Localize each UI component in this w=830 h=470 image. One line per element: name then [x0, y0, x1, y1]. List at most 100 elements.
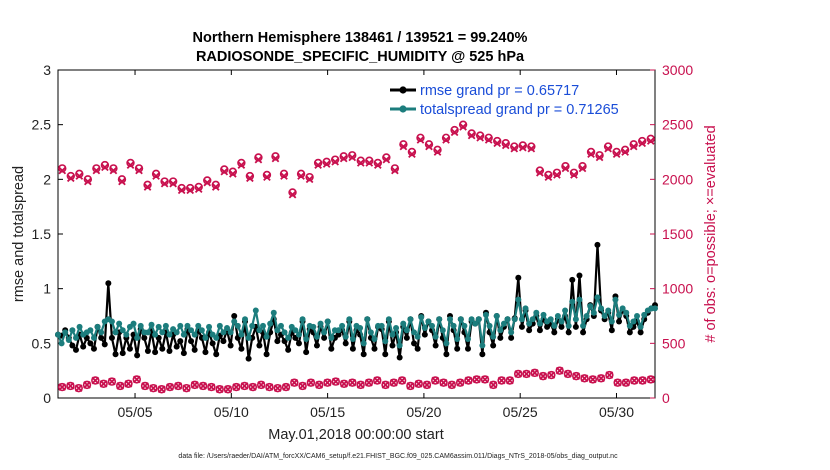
series-layer — [55, 120, 658, 394]
series-point — [598, 305, 605, 312]
obs-possible-point — [638, 376, 647, 385]
y-right-tick-label: 2500 — [662, 117, 693, 133]
obs-possible-point — [596, 374, 606, 383]
series-point — [242, 316, 249, 323]
obs-evaluated-point — [630, 376, 639, 385]
obs-evaluated-point — [423, 381, 431, 389]
series-point — [472, 320, 479, 327]
obs-possible-point — [364, 378, 374, 387]
obs-possible-point — [489, 380, 498, 390]
obs-evaluated-point — [160, 179, 169, 188]
obs-possible-point — [281, 382, 291, 392]
obs-evaluated-point — [588, 375, 597, 384]
obs-evaluated-point — [348, 153, 357, 162]
series-point — [166, 331, 173, 338]
series-point — [429, 322, 436, 329]
y-right-tick-label: 0 — [662, 390, 670, 406]
series-point — [522, 305, 529, 312]
obs-evaluated-point — [177, 186, 186, 195]
obs-possible-point — [91, 376, 100, 385]
series-point — [565, 329, 572, 336]
series-point — [594, 294, 601, 301]
series-point — [256, 342, 263, 349]
series-point — [299, 316, 306, 323]
obs-evaluated-point — [124, 379, 133, 388]
obs-evaluated-point — [280, 172, 288, 180]
series-point — [267, 320, 274, 327]
series-point — [436, 316, 443, 323]
obs-evaluated-point — [514, 370, 523, 378]
series-point — [94, 323, 101, 330]
obs-possible-point — [630, 376, 639, 385]
obs-possible-point — [248, 382, 258, 392]
series-point — [349, 345, 356, 352]
obs-evaluated-point — [75, 172, 84, 180]
obs-possible-point — [265, 382, 274, 392]
obs-evaluated-point — [467, 131, 476, 140]
obs-evaluated-point — [448, 381, 456, 389]
obs-evaluated-point — [442, 136, 450, 144]
series-point — [608, 327, 615, 334]
obs-evaluated-point — [547, 371, 556, 379]
obs-possible-point — [306, 378, 316, 387]
series-point — [213, 351, 220, 358]
series-point — [317, 320, 324, 327]
series-point — [490, 342, 497, 349]
series-point — [526, 327, 533, 334]
obs-evaluated-point — [240, 382, 249, 390]
series-point — [623, 309, 630, 316]
obs-evaluated-point — [297, 172, 305, 180]
obs-evaluated-point — [425, 142, 433, 151]
x-tick-label: 05/05 — [118, 404, 153, 420]
obs-evaluated-point — [431, 376, 440, 385]
obs-evaluated-point — [580, 374, 589, 383]
series-point — [580, 322, 587, 329]
obs-possible-point — [414, 379, 423, 388]
series-point — [202, 334, 209, 341]
obs-evaluated-point — [149, 384, 158, 392]
series-point — [177, 338, 184, 345]
obs-evaluated-point — [323, 378, 332, 387]
legend: rmse grand pr = 0.65717 totalspread gran… — [390, 83, 619, 118]
obs-evaluated-point — [315, 381, 324, 389]
obs-possible-point — [373, 376, 382, 385]
series-point — [159, 345, 166, 352]
series-point — [90, 334, 97, 341]
obs-possible-point — [174, 381, 183, 391]
series-point — [432, 342, 439, 349]
obs-evaluated-point — [224, 385, 232, 394]
series-point — [421, 325, 428, 332]
obs-possible-point — [157, 385, 166, 394]
series-point — [328, 334, 335, 341]
series-point — [612, 296, 619, 303]
series-point — [468, 316, 475, 323]
y-left-tick-label: 3 — [43, 62, 51, 78]
series-point — [155, 323, 162, 330]
obs-evaluated-point — [220, 167, 229, 176]
obs-possible-point — [115, 381, 125, 391]
obs-evaluated-point — [322, 160, 331, 168]
obs-evaluated-point — [365, 378, 373, 387]
series-point — [188, 338, 195, 345]
obs-possible-point — [397, 376, 407, 385]
obs-evaluated-point — [314, 161, 322, 169]
series-point — [295, 340, 302, 347]
series-point — [295, 331, 302, 338]
series-point — [130, 320, 137, 327]
series-point — [339, 322, 346, 329]
series-point — [313, 333, 320, 340]
obs-evaluated-point — [613, 378, 622, 387]
x-tick-label: 05/20 — [406, 404, 441, 420]
series-point — [162, 322, 169, 329]
obs-evaluated-point — [433, 148, 442, 156]
obs-evaluated-point — [484, 136, 493, 144]
obs-evaluated-point — [307, 378, 315, 387]
series-point — [144, 329, 151, 336]
series-point — [486, 322, 493, 329]
obs-possible-point — [621, 378, 631, 387]
obs-possible-point — [513, 369, 523, 379]
y-left-tick-label: 1.5 — [32, 226, 52, 242]
obs-possible-point — [256, 380, 266, 390]
obs-evaluated-point — [199, 382, 207, 390]
series-point — [565, 322, 572, 329]
